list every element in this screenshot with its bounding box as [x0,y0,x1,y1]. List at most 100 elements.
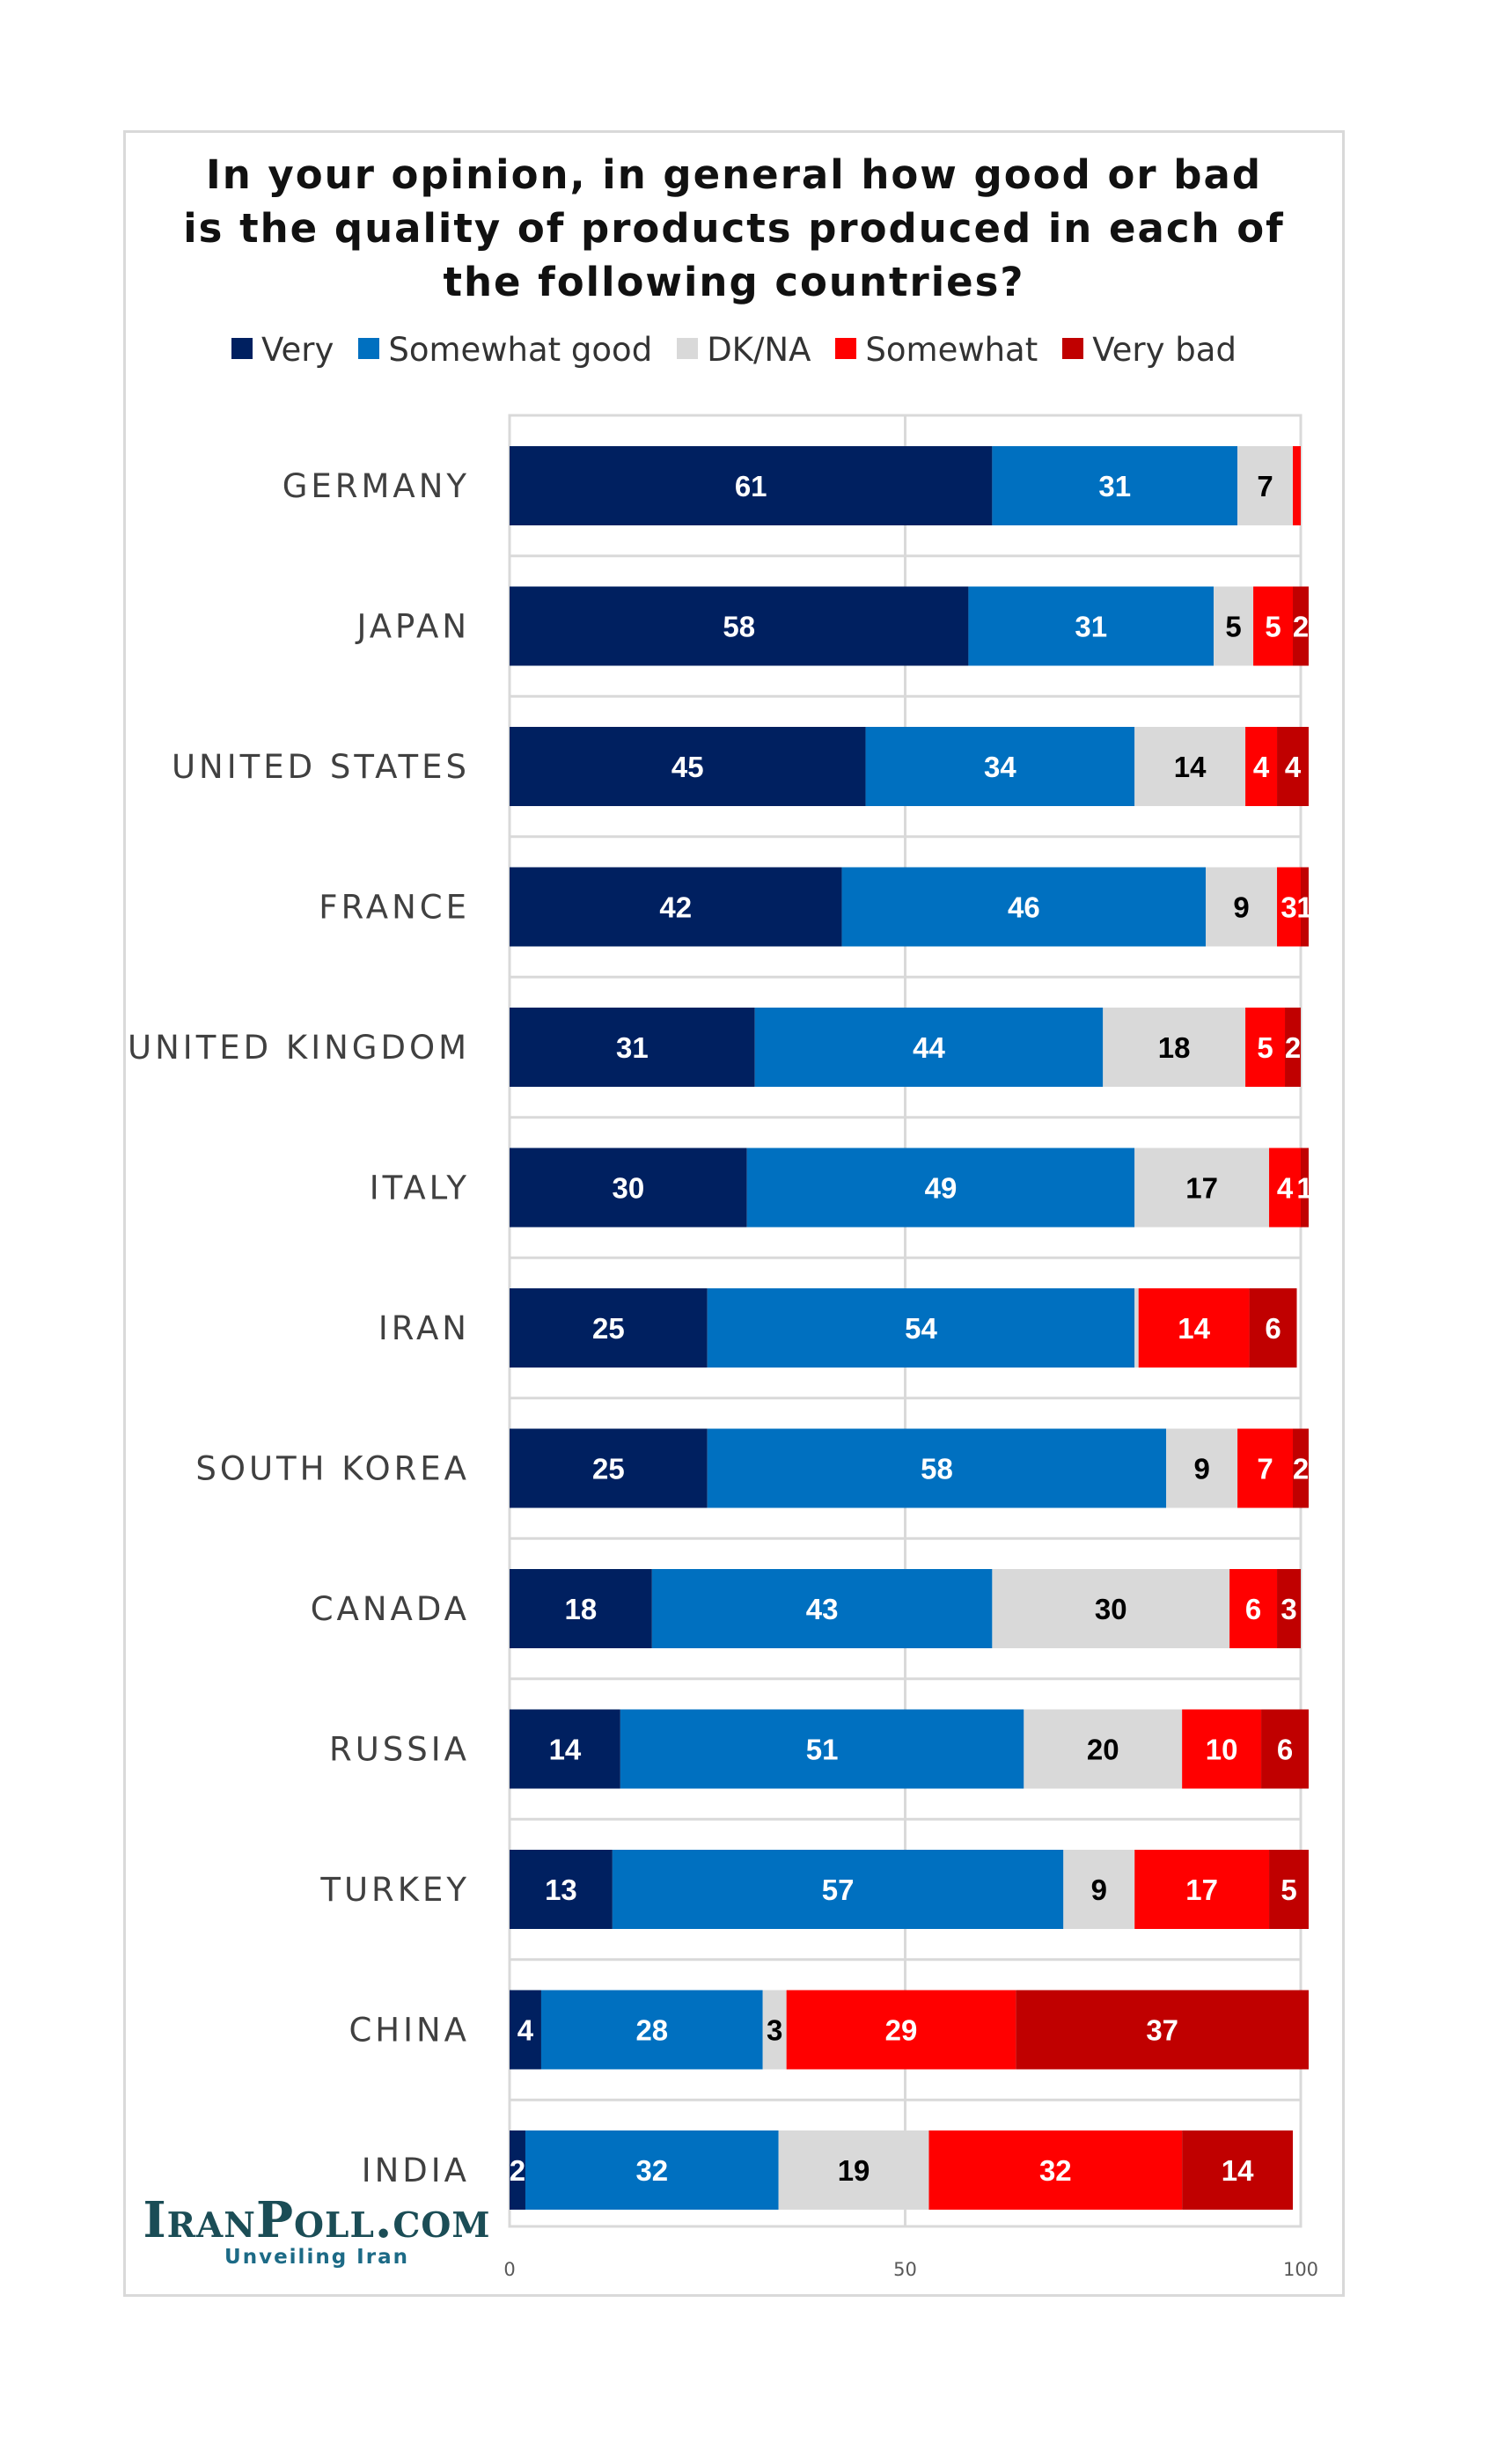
bar-france-very [510,867,842,947]
data-label-russia-somewhat-good: 51 [806,1734,839,1766]
data-label-japan-somewhat: 5 [1265,611,1281,643]
bar-united-kingdom-somewhat-good [754,1008,1104,1087]
data-label-turkey-dk-na: 9 [1091,1874,1107,1906]
data-label-canada-dk-na: 30 [1095,1593,1127,1625]
bar-russia-somewhat-good [620,1709,1024,1789]
data-label-united-kingdom-somewhat: 5 [1257,1031,1273,1064]
category-label-south-korea: SOUTH KOREA [195,1450,470,1488]
bar-russia-very-bad [1261,1709,1309,1789]
data-label-france-somewhat-good: 46 [1008,891,1040,924]
data-label-china-somewhat: 29 [885,2014,918,2047]
legend-item-very: Very [231,331,334,369]
bar-china-very [510,1990,541,2070]
bar-india-dk-na [778,2130,929,2210]
legend-item-somewhat: Somewhat [835,331,1038,369]
legend-swatch-somewhat-good [358,338,380,359]
bar-united-states-somewhat-good [865,727,1135,806]
legend-label-somewhat-good: Somewhat good [388,331,653,369]
data-label-canada-somewhat: 6 [1245,1593,1261,1625]
legend-label-very: Very [261,331,334,369]
bar-south-korea-very [510,1428,708,1508]
category-label-germany: GERMANY [283,467,470,505]
bar-india-somewhat-good [525,2130,779,2210]
data-label-china-very-bad: 37 [1146,2014,1178,2047]
bar-iran-somewhat [1138,1288,1250,1368]
bar-turkey-somewhat [1134,1850,1270,1929]
brand-logo: IranPoll.com [143,2191,491,2249]
legend-swatch-dk-na [677,338,699,359]
data-label-japan-very-bad: 2 [1293,611,1309,643]
bar-japan-very-bad [1293,586,1309,666]
legend-label-very-bad: Very bad [1092,331,1236,369]
bar-china-somewhat [786,1990,1016,2070]
bar-south-korea-somewhat-good [707,1428,1167,1508]
bar-russia-dk-na [1024,1709,1183,1789]
bar-germany-dk-na [1237,446,1294,525]
bar-russia-very [510,1709,620,1789]
data-label-iran-somewhat-good: 54 [905,1312,937,1345]
bar-germany-somewhat-good [992,446,1238,525]
data-label-france-dk-na: 9 [1233,891,1249,924]
bar-south-korea-somewhat [1237,1428,1294,1508]
data-label-germany-somewhat-good: 31 [1098,470,1131,502]
data-label-united-states-very-bad: 4 [1285,751,1302,783]
legend-swatch-very-bad [1062,338,1084,359]
data-label-russia-very-bad: 6 [1277,1734,1293,1766]
bar-canada-dk-na [992,1569,1230,1648]
bar-turkey-very-bad [1269,1850,1309,1929]
data-label-india-somewhat: 32 [1039,2154,1072,2187]
bar-united-states-somewhat [1245,727,1278,806]
bar-canada-very-bad [1277,1569,1301,1648]
data-label-italy-somewhat-good: 49 [925,1172,958,1205]
bar-japan-somewhat-good [968,586,1214,666]
category-label-china: CHINA [349,2012,470,2050]
x-tick-label-100: 100 [1283,2259,1318,2280]
category-label-france: FRANCE [319,889,470,927]
legend-label-somewhat: Somewhat [865,331,1038,369]
title-line-1: In your opinion, in general how good or … [205,151,1263,198]
data-label-india-somewhat-good: 32 [635,2154,668,2187]
bar-france-dk-na [1206,867,1278,947]
data-label-united-kingdom-somewhat-good: 44 [913,1031,945,1064]
bar-italy-somewhat-good [746,1148,1135,1228]
data-label-japan-somewhat-good: 31 [1075,611,1107,643]
bar-japan-dk-na [1214,586,1254,666]
data-label-south-korea-somewhat-good: 58 [921,1453,953,1485]
bar-russia-somewhat [1182,1709,1262,1789]
bar-united-kingdom-somewhat [1245,1008,1286,1087]
data-label-canada-very: 18 [565,1593,598,1625]
bar-south-korea-very-bad [1293,1428,1309,1508]
data-label-turkey-very-bad: 5 [1281,1874,1296,1906]
data-label-iran-very-bad: 6 [1265,1312,1281,1345]
data-label-italy-dk-na: 17 [1185,1172,1218,1205]
data-label-turkey-somewhat: 17 [1185,1874,1218,1906]
bar-china-dk-na [762,1990,787,2070]
data-label-germany-dk-na: 7 [1257,470,1273,502]
x-tick-label-50: 50 [893,2259,917,2280]
data-label-iran-somewhat: 14 [1178,1312,1210,1345]
bar-germany-very [510,446,993,525]
legend-item-somewhat-good: Somewhat good [358,331,652,369]
data-label-china-dk-na: 3 [767,2014,782,2047]
category-label-united-states: UNITED STATES [172,748,470,786]
bar-united-kingdom-dk-na [1103,1008,1246,1087]
bar-italy-very [510,1148,747,1228]
data-label-south-korea-very: 25 [592,1453,625,1485]
data-label-south-korea-very-bad: 2 [1293,1453,1309,1485]
data-label-germany-very: 61 [735,470,767,502]
data-label-france-somewhat: 3 [1281,891,1296,924]
data-label-italy-very: 30 [612,1172,644,1205]
bar-italy-very-bad [1301,1148,1309,1228]
chart-title: In your opinion, in general how good or … [123,148,1345,309]
data-label-russia-very: 14 [549,1734,582,1766]
title-line-3: the following countries? [443,259,1025,305]
legend-item-very-bad: Very bad [1062,331,1236,369]
bar-united-kingdom-very [510,1008,755,1087]
bar-japan-somewhat [1253,586,1294,666]
data-label-france-very: 42 [659,891,692,924]
category-label-canada: CANADA [311,1590,470,1628]
bar-united-states-very [510,727,866,806]
legend-label-dk-na: DK/NA [707,331,811,369]
bar-china-somewhat-good [540,1990,763,2070]
